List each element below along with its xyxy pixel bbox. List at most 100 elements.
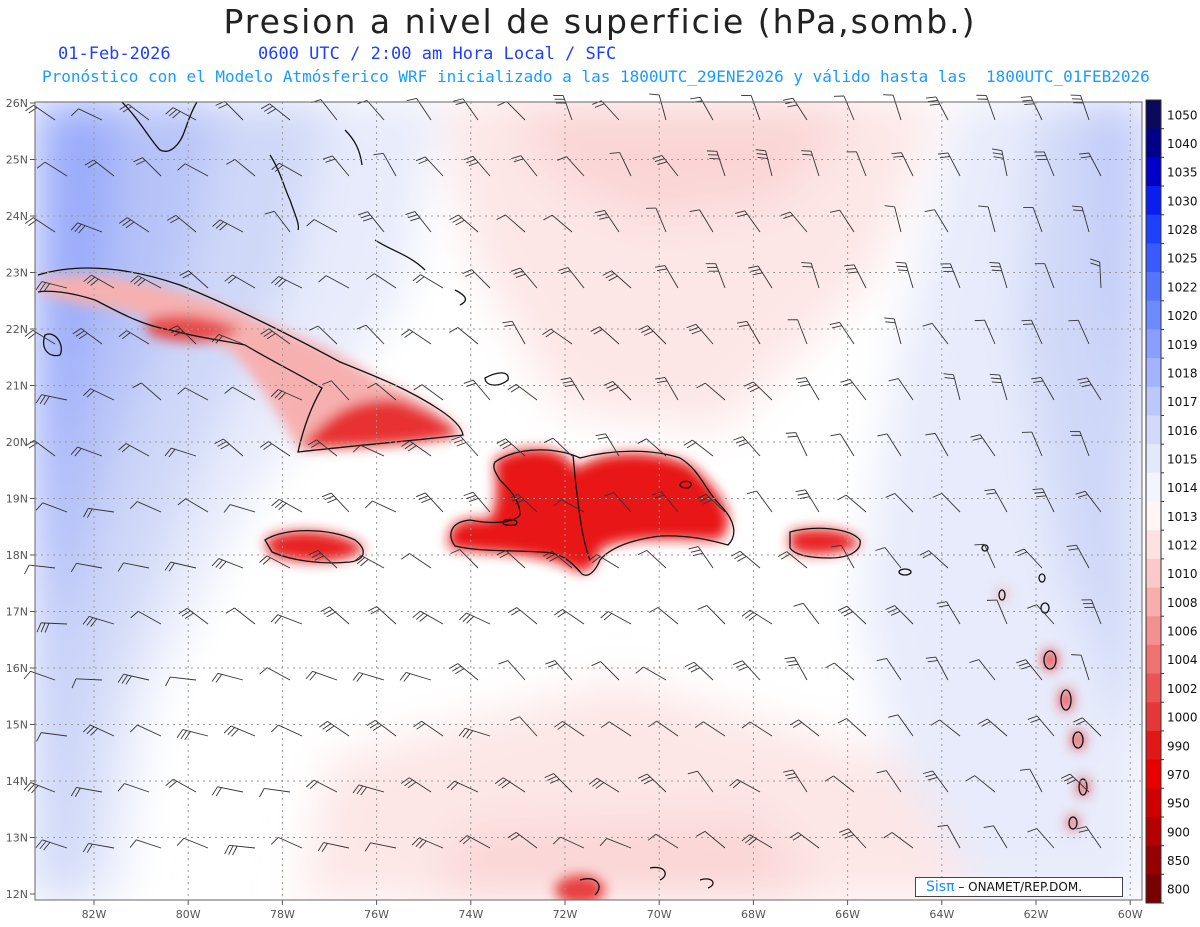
wind-barb: [853, 264, 867, 289]
colorbar-swatch: [1146, 214, 1161, 244]
lon-label: 64W: [929, 908, 954, 921]
wind-barb: [1031, 320, 1043, 345]
wind-barb: [382, 153, 397, 177]
wind-barb-flag: [637, 550, 648, 556]
wind-barb-flag: [137, 279, 146, 287]
wind-barb-flag: [925, 773, 936, 778]
wind-barb-flag: [309, 781, 318, 790]
wind-barb-flag: [590, 326, 600, 332]
wind-barb-flag: [74, 448, 82, 457]
wind-barb: [562, 608, 585, 625]
sisp-brand: Sisπ: [926, 879, 955, 895]
wind-barb-flag: [1066, 544, 1077, 548]
wind-barb-flag: [83, 508, 89, 518]
colorbar-swatch: [1146, 272, 1161, 302]
wind-barb-flag: [171, 328, 181, 334]
wind-barb-flag: [795, 377, 806, 380]
wind-barb: [996, 599, 1008, 625]
wind-barb-flag: [27, 783, 35, 792]
wind-barb-flag: [173, 330, 184, 336]
wind-barb: [374, 719, 397, 737]
lon-label: 62W: [1024, 908, 1049, 921]
wind-barb-flag: [39, 395, 46, 405]
wind-barb-flag: [748, 614, 758, 621]
wind-barb: [931, 323, 949, 345]
colorbar-label: 1017: [1167, 395, 1198, 409]
wind-barb: [999, 374, 1008, 401]
wind-barb-flag: [274, 390, 283, 399]
wind-barb-flag: [223, 725, 232, 734]
wind-barb-flag: [170, 217, 180, 224]
wind-barb: [218, 558, 244, 569]
lon-label: 72W: [553, 908, 578, 921]
wind-barb-flag: [990, 265, 1001, 268]
wind-barb-flag: [356, 324, 367, 330]
lon-label: 76W: [364, 908, 389, 921]
wind-barb: [29, 564, 56, 569]
wind-barb-flag: [325, 725, 335, 732]
colorbar-swatch: [1146, 300, 1161, 330]
wind-barb-flag: [35, 839, 43, 848]
wind-barb: [805, 377, 820, 401]
wind-barb: [424, 156, 444, 177]
wind-barb-flag: [965, 775, 975, 782]
wind-barb-flag: [558, 267, 569, 271]
wind-barb: [705, 493, 726, 513]
wind-barb-flag: [462, 269, 472, 275]
wind-barb-flag: [1077, 377, 1088, 381]
wind-barb-flag: [177, 163, 186, 171]
wind-barb-flag: [122, 106, 132, 113]
wind-barb: [647, 325, 667, 345]
wind-barb: [170, 561, 197, 569]
wind-barb-flag: [499, 552, 509, 559]
wind-barb-flag: [496, 214, 506, 221]
wind-barb-flag: [215, 787, 222, 797]
colorbar-label: 1028: [1167, 223, 1198, 237]
wind-barb-flag: [756, 153, 767, 156]
wind-barb: [268, 441, 291, 457]
wind-barb-flag: [1018, 662, 1029, 667]
wind-barb: [41, 281, 68, 289]
wind-barb-flag: [1033, 380, 1044, 383]
wind-barb: [905, 262, 914, 289]
wind-barb: [177, 325, 197, 345]
wind-barb-flag: [989, 262, 1000, 264]
wind-barb: [601, 100, 620, 121]
model-info: Pronóstico con el Modelo Atmósferico WRF…: [42, 67, 1150, 86]
wind-barb-flag: [699, 496, 710, 502]
wind-barb-flag: [364, 842, 371, 852]
wind-barb-flag: [885, 321, 896, 324]
lon-label: 78W: [270, 908, 295, 921]
wind-barb-flag: [121, 445, 130, 453]
wind-barb-flag: [130, 611, 139, 619]
wind-barb-flag: [324, 495, 335, 501]
wind-barb-flag: [165, 778, 174, 787]
wind-barb: [279, 499, 303, 513]
wind-barb-flag: [732, 781, 742, 789]
wind-barb-flag: [168, 325, 178, 331]
wind-barb-flag: [741, 834, 750, 842]
wind-barb-flag: [797, 492, 808, 496]
wind-barb-flag: [511, 496, 522, 502]
wind-barb-flag: [1071, 654, 1082, 656]
wind-barb: [277, 614, 303, 625]
wind-barb-flag: [895, 261, 906, 264]
colorbar-label: 1025: [1167, 252, 1198, 266]
wind-barb-flag: [448, 663, 459, 669]
wind-barb-flag: [132, 382, 142, 389]
wind-barb-flag: [82, 616, 90, 625]
wind-barb-flag: [649, 607, 659, 613]
wind-barb: [703, 721, 726, 737]
wind-barb-flag: [28, 442, 38, 449]
lat-label: 20N: [6, 436, 28, 449]
wind-barb: [886, 658, 902, 681]
wind-barb-flag: [897, 269, 908, 272]
wind-barb-flag: [1023, 323, 1034, 325]
wind-barb-flag: [511, 155, 521, 160]
wind-barb: [619, 152, 632, 177]
wind-barb: [742, 436, 761, 457]
wind-barb-flag: [513, 270, 524, 275]
wind-barb-flag: [367, 382, 377, 389]
colorbar-swatch: [1146, 501, 1161, 531]
